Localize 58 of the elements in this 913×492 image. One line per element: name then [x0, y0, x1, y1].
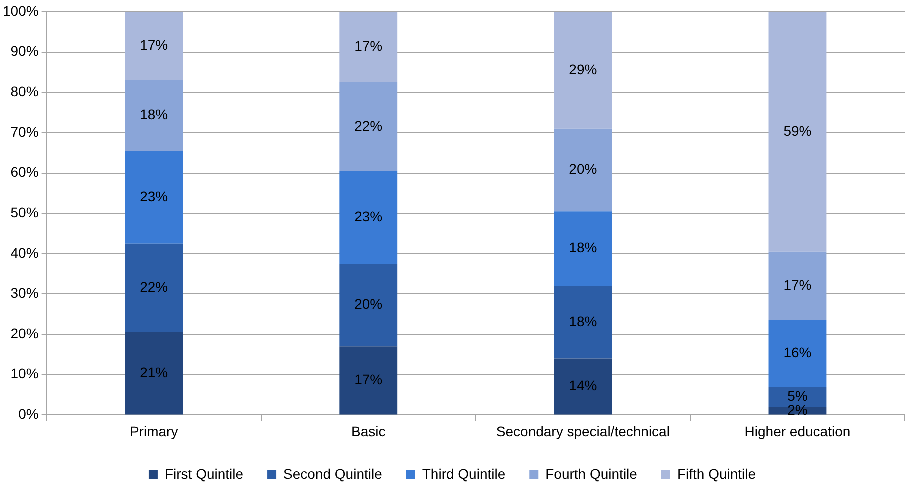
bar: [125, 80, 184, 152]
y-tick-label: 50%: [10, 204, 39, 220]
data-label: 14%: [569, 378, 598, 394]
data-label: 17%: [354, 38, 383, 54]
data-label: 59%: [784, 122, 812, 139]
y-tick-label: 70%: [10, 124, 39, 140]
data-label: 2%: [788, 402, 808, 418]
bar: [125, 244, 184, 333]
bar: [554, 12, 612, 129]
legend-label: Third Quintile: [422, 466, 506, 482]
bar: [340, 264, 398, 347]
data-label: 18%: [569, 313, 598, 330]
bar: [554, 128, 612, 212]
x-tick-label: Secondary special/technical: [496, 423, 670, 440]
data-label: 20%: [354, 296, 383, 312]
bar: [340, 82, 398, 172]
data-label: 22%: [354, 118, 383, 134]
bar: [125, 151, 184, 244]
data-label: 5%: [788, 388, 808, 404]
y-tick-label: 80%: [10, 84, 39, 100]
data-label: 21%: [140, 364, 168, 380]
y-tick-label: 60%: [10, 164, 39, 180]
y-tick-label: 40%: [10, 244, 39, 261]
legend-label: First Quintile: [164, 466, 244, 482]
bar: [125, 12, 184, 81]
bar: [554, 212, 612, 286]
legend-label: Second Quintile: [284, 466, 383, 482]
y-tick-label: 90%: [10, 43, 39, 60]
bar: [554, 358, 612, 415]
data-label: 29%: [569, 61, 598, 78]
data-label: 18%: [569, 240, 598, 256]
data-label: 18%: [140, 106, 168, 123]
bar: [768, 252, 827, 320]
bar: [340, 171, 398, 264]
y-tick-label: 20%: [10, 325, 39, 342]
y-tick-label: 100%: [2, 2, 39, 19]
x-tick-label: Basic: [352, 423, 386, 440]
data-label: 20%: [569, 161, 598, 178]
legend-label: Fifth Quintile: [677, 466, 756, 482]
bar: [554, 286, 612, 359]
data-label: 17%: [784, 277, 812, 294]
bar: [125, 332, 184, 415]
y-tick-label: 30%: [10, 285, 39, 302]
bar: [340, 12, 398, 83]
y-tick-label: 10%: [10, 366, 39, 382]
data-label: 17%: [140, 37, 168, 54]
bar: [768, 12, 827, 252]
data-label: 23%: [140, 188, 168, 204]
data-label: 17%: [354, 372, 383, 388]
data-label: 16%: [784, 344, 812, 361]
x-tick-label: Higher education: [744, 423, 851, 440]
y-tick-label: 0%: [18, 406, 39, 422]
bar: [340, 346, 398, 415]
bar: [768, 320, 827, 387]
data-label: 23%: [354, 208, 383, 224]
x-tick-label: Primary: [130, 423, 178, 440]
data-label: 22%: [140, 279, 168, 296]
legend-label: Fourth Quintile: [546, 466, 638, 482]
